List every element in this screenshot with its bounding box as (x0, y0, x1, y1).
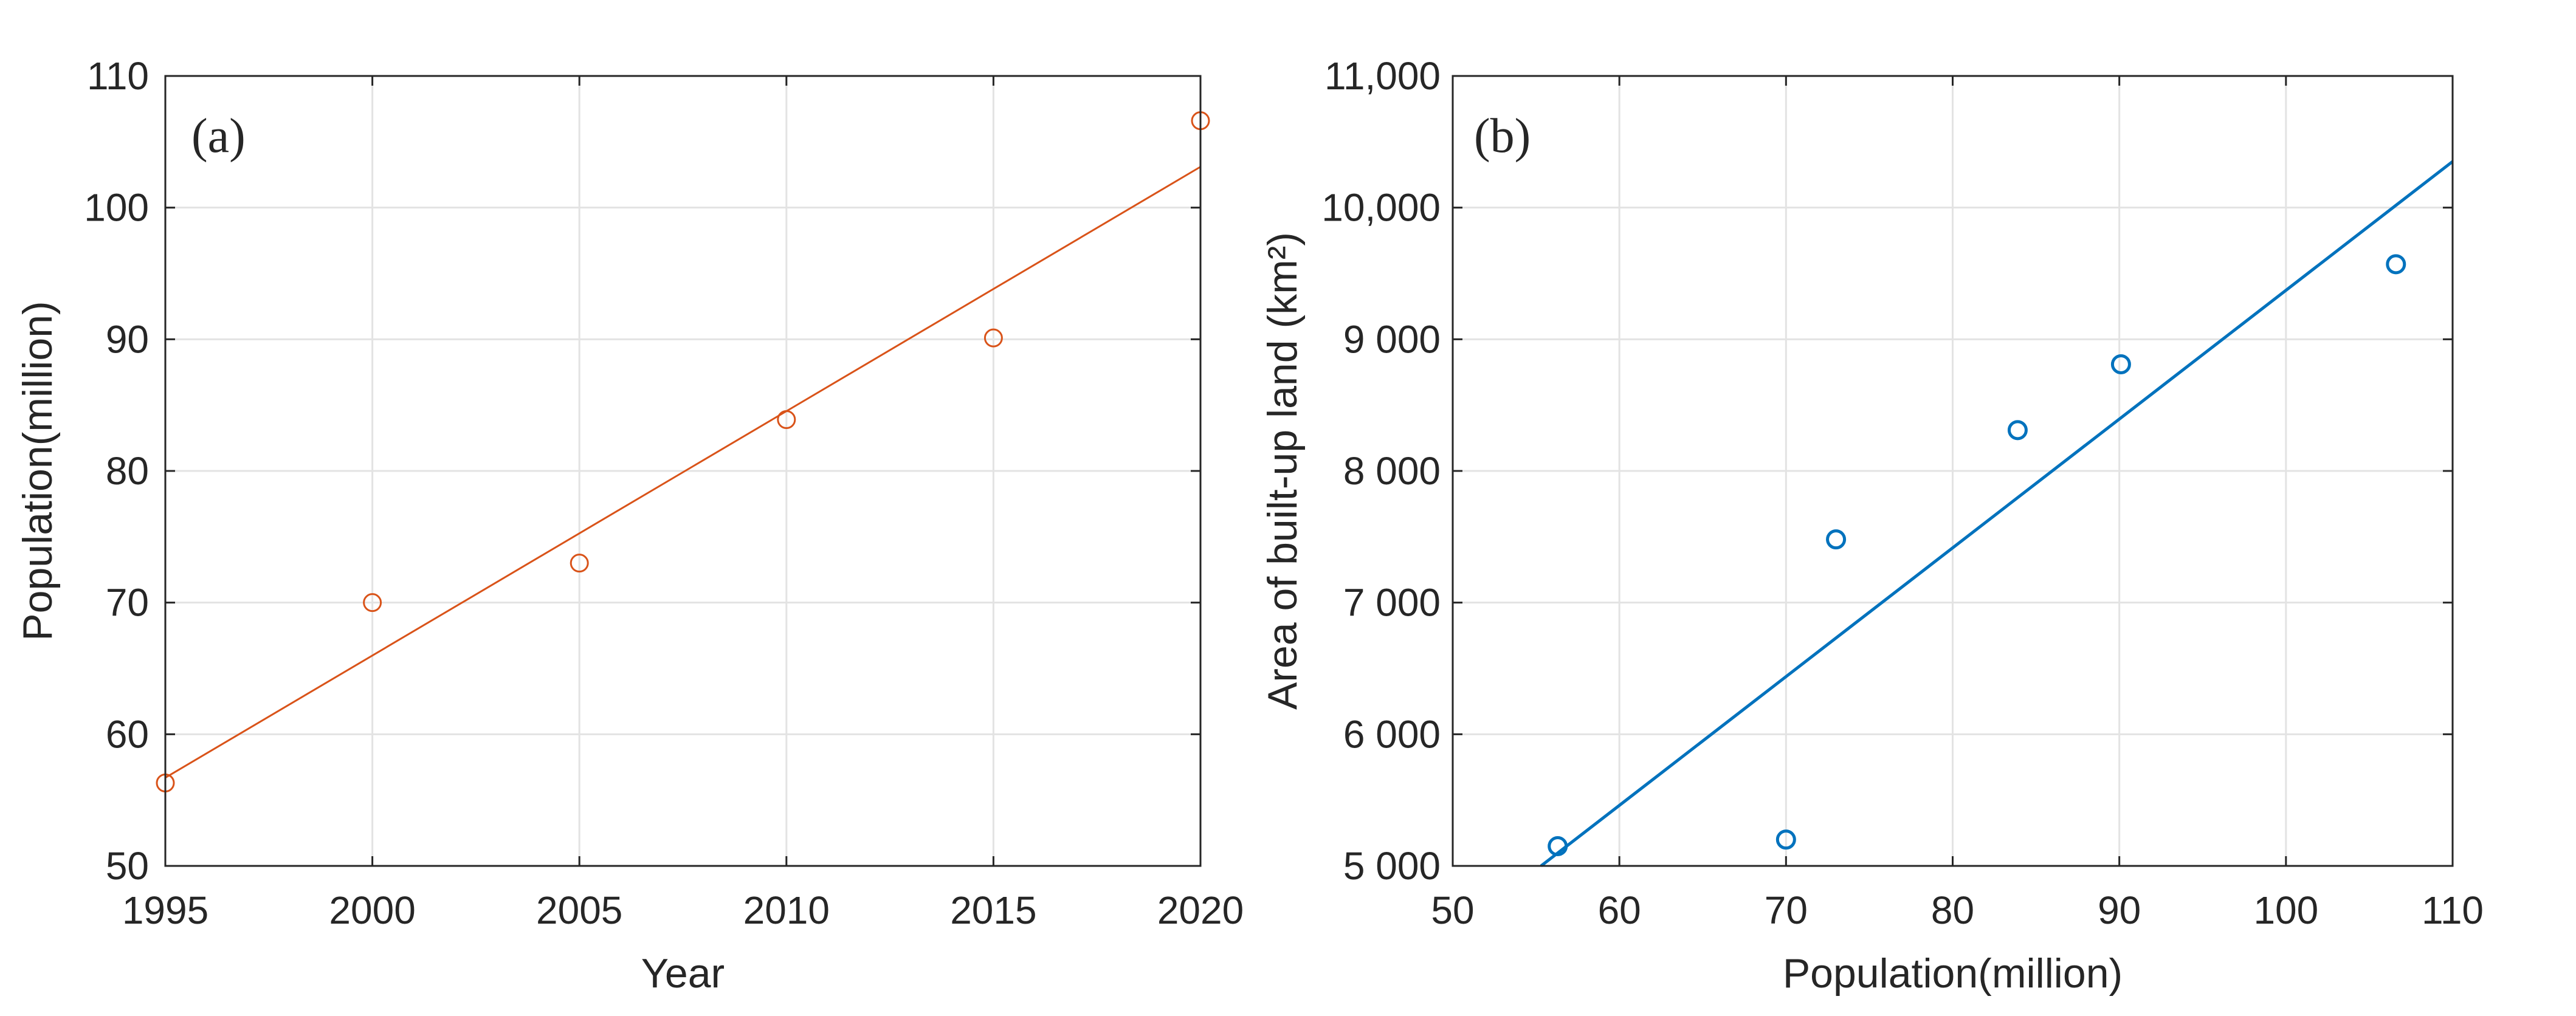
x-tick-labels-b: 50 60 70 80 90 100 110 (1431, 888, 2484, 932)
grid-lines-b (1453, 76, 2453, 866)
data-point (2007, 420, 2028, 441)
y-tick-label: 7 000 (1343, 581, 1441, 625)
y-axis-label-a: Population(million) (15, 301, 61, 640)
y-tick-label: 11,000 (1324, 54, 1441, 98)
x-axis-label-b: Population(million) (1783, 950, 2123, 997)
panel-label-a: (a) (191, 109, 246, 163)
tick-marks-a (164, 75, 1202, 867)
x-tick-label: 70 (1765, 888, 1808, 932)
x-tick-label: 100 (2253, 888, 2318, 932)
x-tick-label: 2005 (536, 888, 622, 932)
y-tick-labels-b: 5 000 6 000 7 000 8 000 9 000 10,000 11,000 (1321, 54, 1441, 888)
y-tick-label: 9 000 (1343, 317, 1441, 361)
fit-line-a (165, 166, 1201, 779)
data-point (983, 328, 1003, 348)
tick-marks-b (1452, 75, 2454, 867)
x-tick-labels-a: 1995 2000 2005 2010 2015 2020 (122, 888, 1244, 932)
y-tick-label: 5 000 (1343, 844, 1441, 888)
x-tick-label: 110 (2422, 888, 2484, 932)
x-tick-label: 2015 (950, 888, 1036, 932)
data-point (1548, 836, 1568, 856)
data-point (1826, 529, 1847, 550)
chart-panel-a: 1995 2000 2005 2010 2015 2020 50 60 70 80 90 100 11… (15, 54, 1244, 997)
y-tick-label: 50 (106, 844, 149, 888)
grid-lines-a (165, 76, 1200, 866)
data-points-b (1548, 254, 2406, 856)
y-tick-labels-a: 50 60 70 80 90 100 110 (84, 54, 149, 888)
y-tick-label: 90 (106, 317, 149, 361)
x-axis-label-a: Year (641, 950, 725, 997)
x-tick-label: 50 (1431, 888, 1474, 932)
y-tick-label: 100 (84, 186, 149, 230)
x-tick-label: 2020 (1157, 888, 1244, 932)
x-tick-label: 2000 (329, 888, 415, 932)
y-tick-label: 10,000 (1321, 186, 1441, 230)
data-point (1775, 829, 1796, 850)
x-tick-label: 80 (1931, 888, 1974, 932)
y-tick-label: 80 (106, 449, 149, 493)
y-tick-label: 60 (106, 712, 149, 756)
y-tick-label: 110 (87, 54, 149, 98)
x-tick-label: 60 (1598, 888, 1641, 932)
data-point (570, 554, 589, 573)
data-point (363, 593, 382, 613)
data-point (2386, 254, 2406, 275)
chart-panel-b: 50 60 70 80 90 100 110 5 000 6 000 7 000 8 000 9 0… (1259, 54, 2484, 997)
x-tick-label: 90 (2098, 888, 2141, 932)
y-axis-label-b: Area of built-up land (km²) (1259, 232, 1306, 710)
x-tick-label: 1995 (122, 888, 208, 932)
y-tick-label: 8 000 (1343, 449, 1441, 493)
data-point (777, 410, 796, 429)
y-tick-label: 70 (106, 581, 149, 625)
y-tick-label: 6 000 (1343, 712, 1441, 756)
data-point (2110, 354, 2131, 374)
panel-label-b: (b) (1474, 109, 1531, 163)
x-tick-label: 2010 (743, 888, 830, 932)
fit-line-b (1540, 160, 2454, 867)
